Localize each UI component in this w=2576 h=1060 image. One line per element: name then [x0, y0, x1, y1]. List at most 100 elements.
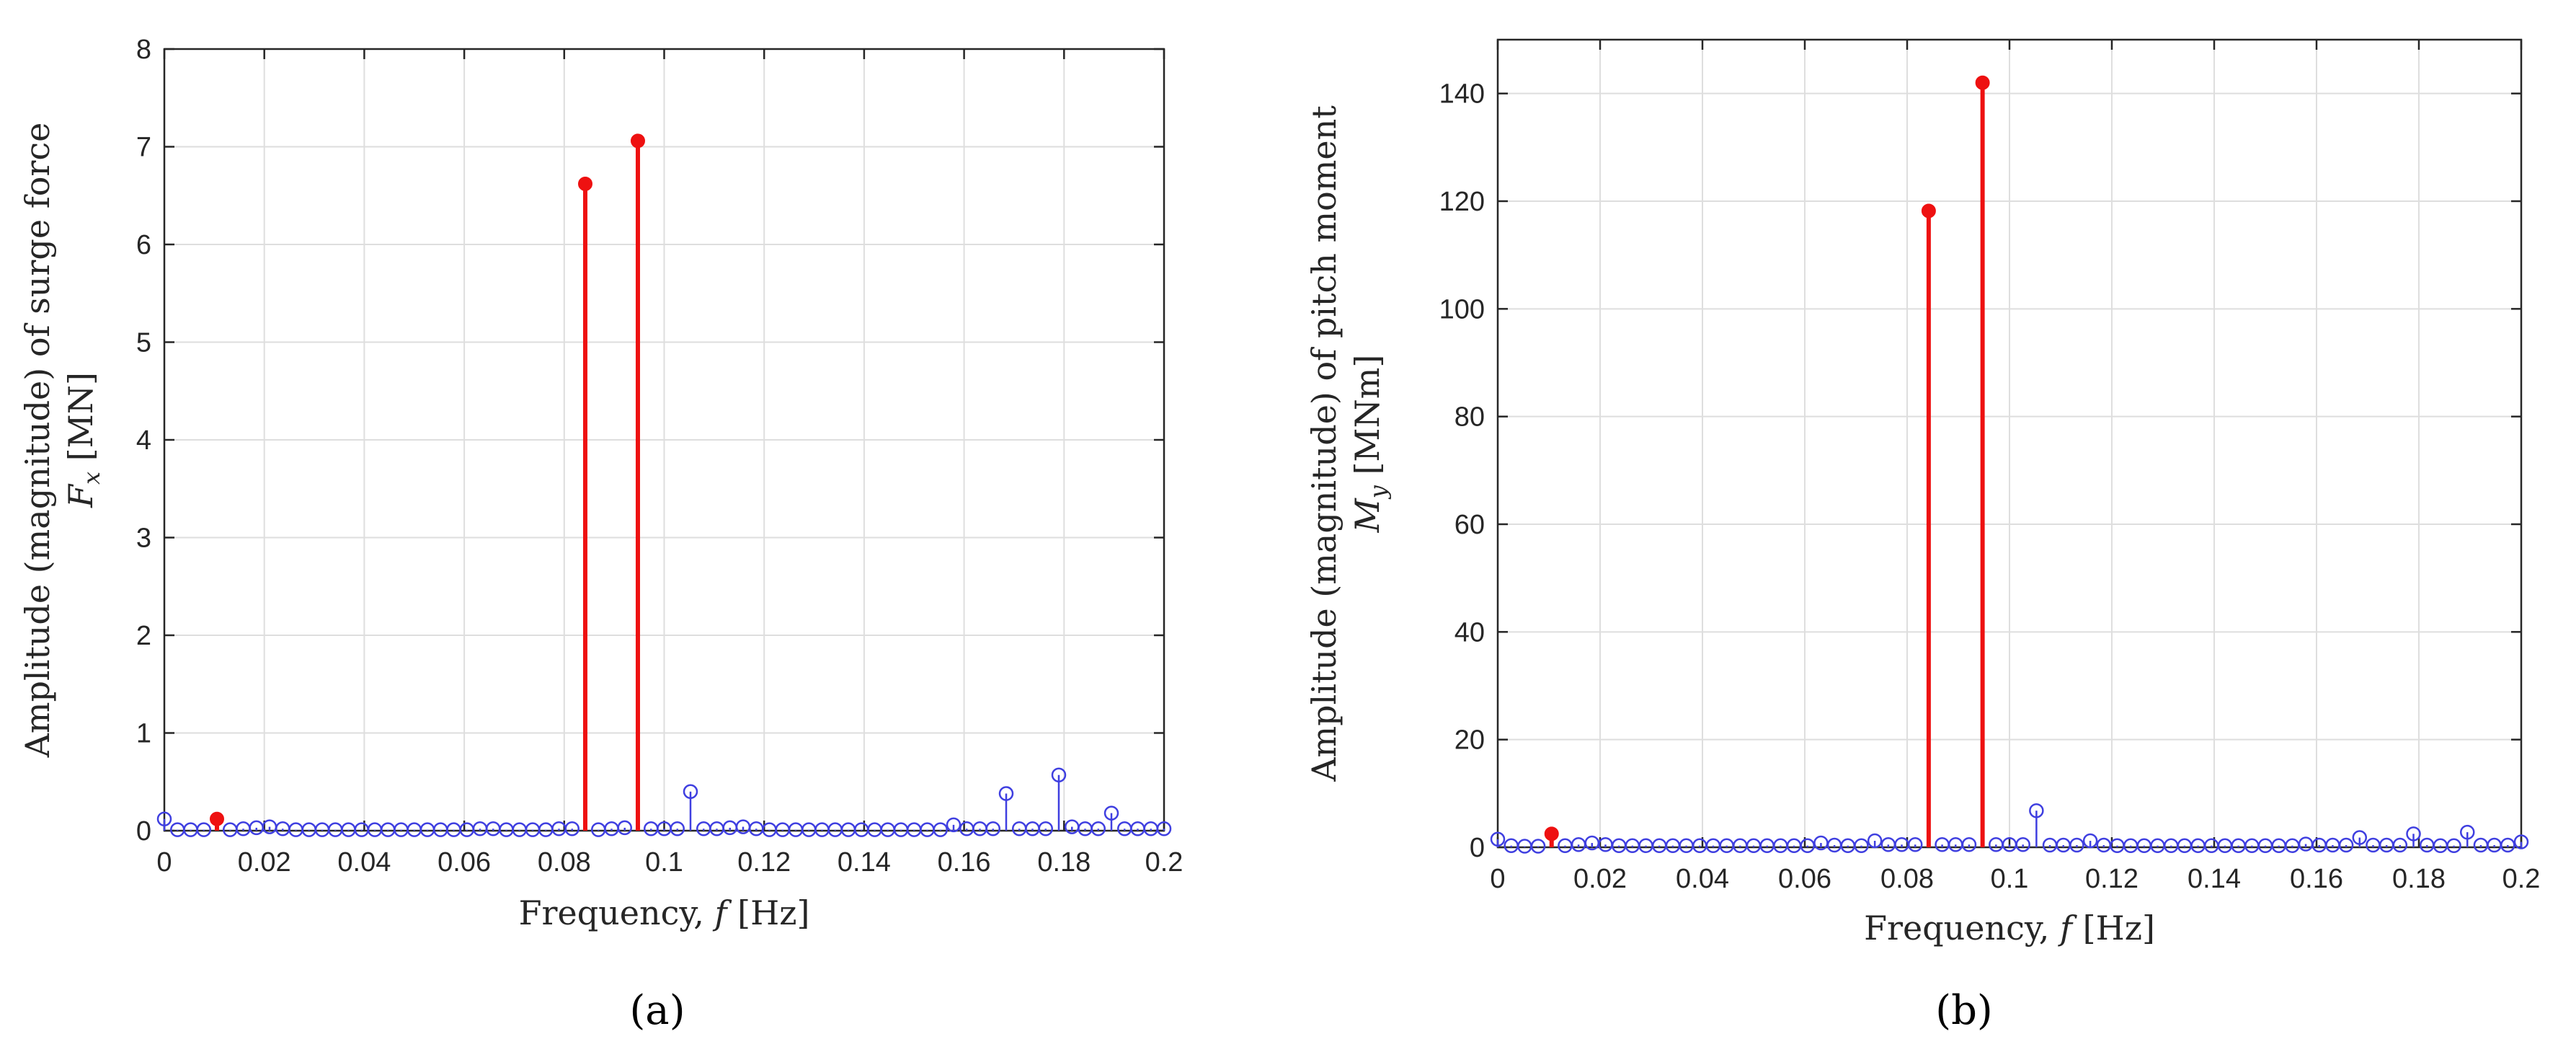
y-axis-label-unit: [MNm]	[1348, 355, 1387, 485]
stem-marker	[1103, 805, 1119, 821]
x-axis-label-text: Frequency,	[519, 893, 715, 932]
stem-marker	[2069, 837, 2084, 853]
stem-marker	[933, 822, 948, 837]
x-tick-label: 0.02	[1573, 864, 1627, 894]
y-tick-label: 120	[1439, 187, 1485, 217]
x-tick-label: 0	[156, 847, 172, 878]
x-axis-label-unit: [Hz]	[727, 893, 810, 932]
y-axis-label-sub: y	[1364, 485, 1392, 500]
y-tick-label: 5	[136, 328, 151, 358]
y-axis-label-line1: Amplitude (magnitude) of surge force	[18, 123, 57, 759]
stem-marker	[2392, 837, 2408, 853]
panel-caption: (a)	[629, 987, 685, 1034]
x-axis-label: Frequency, f [Hz]	[519, 893, 810, 932]
x-axis-label: Frequency, f [Hz]	[1864, 909, 2155, 948]
y-tick-label: 1	[136, 719, 151, 749]
panel-caption: (b)	[1935, 987, 1993, 1034]
stem-marker	[2460, 824, 2475, 840]
y-tick-label: 140	[1439, 79, 1485, 110]
x-tick-label: 0.06	[438, 847, 491, 878]
x-tick-label: 0.1	[1991, 864, 2029, 894]
x-tick-label: 0.02	[238, 847, 291, 878]
stem-marker	[1490, 831, 1506, 847]
stem-marker	[2338, 837, 2354, 853]
stem-marker	[985, 821, 1000, 836]
stem-marker	[2015, 837, 2030, 852]
y-axis-label-line2: My [MNm]	[1348, 355, 1392, 534]
stem-marker	[946, 817, 961, 833]
chart-panel-b: 0 0.02 0.04 0.06 0.08 0.1 0.12 0.14 0.16 0.18 0.2 0…	[1305, 38, 2541, 1034]
y-tick-label: 4	[136, 425, 151, 456]
x-tick-label: 0.04	[1676, 864, 1729, 894]
x-tick-label: 0.2	[1145, 847, 1183, 878]
x-tick-label: 0.12	[2085, 864, 2138, 894]
stem-marker	[2513, 834, 2529, 849]
stem-marker	[2500, 837, 2515, 853]
stem-marker	[1156, 821, 1172, 836]
stem-marker	[2446, 838, 2461, 854]
y-tick-label: 7	[136, 133, 151, 163]
chart-panel-a: 0 0.02 0.04 0.06 0.08 0.1 0.12 0.14 0.16 0.18 0.2 0…	[18, 35, 1183, 1034]
y-tick-label: 20	[1454, 725, 1485, 756]
y-tick-label: 0	[1470, 833, 1485, 863]
y-tick-label: 8	[136, 35, 151, 65]
y-axis-label-line2: Fx [MN]	[61, 372, 105, 508]
x-tick-label: 0.2	[2502, 864, 2541, 894]
x-tick-label: 0.06	[1778, 864, 1831, 894]
stem-marker	[2029, 803, 2044, 818]
stem-marker	[1051, 767, 1067, 783]
stem-marker	[617, 820, 632, 836]
x-tick-label: 0.16	[938, 847, 991, 878]
stem-marker	[670, 821, 685, 836]
y-axis-label-var: F	[61, 483, 100, 508]
y-tick-label: 3	[136, 524, 151, 554]
x-axis-label-unit: [Hz]	[2072, 909, 2155, 948]
y-axis-label-unit: [MN]	[61, 372, 100, 472]
stem-marker	[1800, 838, 1815, 854]
stem-marker	[1854, 838, 1869, 854]
x-tick-label: 0	[1490, 864, 1505, 894]
stem-marker	[1961, 837, 1977, 852]
stem-marker	[1867, 833, 1883, 849]
x-tick-label: 0.18	[2392, 864, 2446, 894]
stem-marker	[2352, 830, 2368, 845]
highlight-stem-marker	[1921, 203, 1936, 218]
stem-marker	[196, 822, 212, 837]
x-tick-label: 0.18	[1037, 847, 1091, 878]
highlight-stem-marker	[631, 133, 646, 149]
y-axis-label-line1: Amplitude (magnitude) of pitch moment	[1305, 105, 1343, 782]
highlight-stem-marker	[1975, 75, 1990, 90]
y-axis-label-var: M	[1348, 497, 1387, 533]
x-tick-label: 0.1	[645, 847, 683, 878]
y-tick-label: 60	[1454, 510, 1485, 540]
y-tick-label: 100	[1439, 294, 1485, 324]
x-tick-label: 0.14	[838, 847, 891, 878]
stem-marker	[998, 786, 1014, 801]
stem-marker	[683, 784, 698, 800]
y-axis-label-sub: x	[78, 472, 105, 485]
highlight-stem-marker	[1544, 826, 1559, 842]
highlight-stem-marker	[578, 176, 593, 191]
x-tick-label: 0.04	[337, 847, 391, 878]
y-tick-label: 80	[1454, 402, 1485, 433]
x-tick-label: 0.14	[2188, 864, 2241, 894]
stem-marker	[564, 821, 580, 836]
y-tick-label: 2	[136, 621, 151, 651]
stem-marker	[1530, 839, 1546, 854]
highlight-stem-marker	[209, 811, 224, 826]
stem-marker	[2406, 826, 2421, 842]
x-axis-label-text: Frequency,	[1864, 909, 2060, 948]
stem-marker	[2082, 833, 2098, 849]
stem-marker	[1091, 821, 1106, 836]
x-tick-label: 0.08	[1880, 864, 1934, 894]
y-tick-label: 6	[136, 230, 151, 260]
y-tick-label: 0	[136, 816, 151, 847]
x-tick-label: 0.16	[2290, 864, 2343, 894]
y-tick-label: 40	[1454, 617, 1485, 648]
stem-marker	[1907, 837, 1923, 852]
x-tick-label: 0.12	[737, 847, 791, 878]
x-tick-label: 0.08	[538, 847, 591, 878]
stem-marker	[156, 811, 172, 826]
stem-marker	[1038, 821, 1054, 836]
